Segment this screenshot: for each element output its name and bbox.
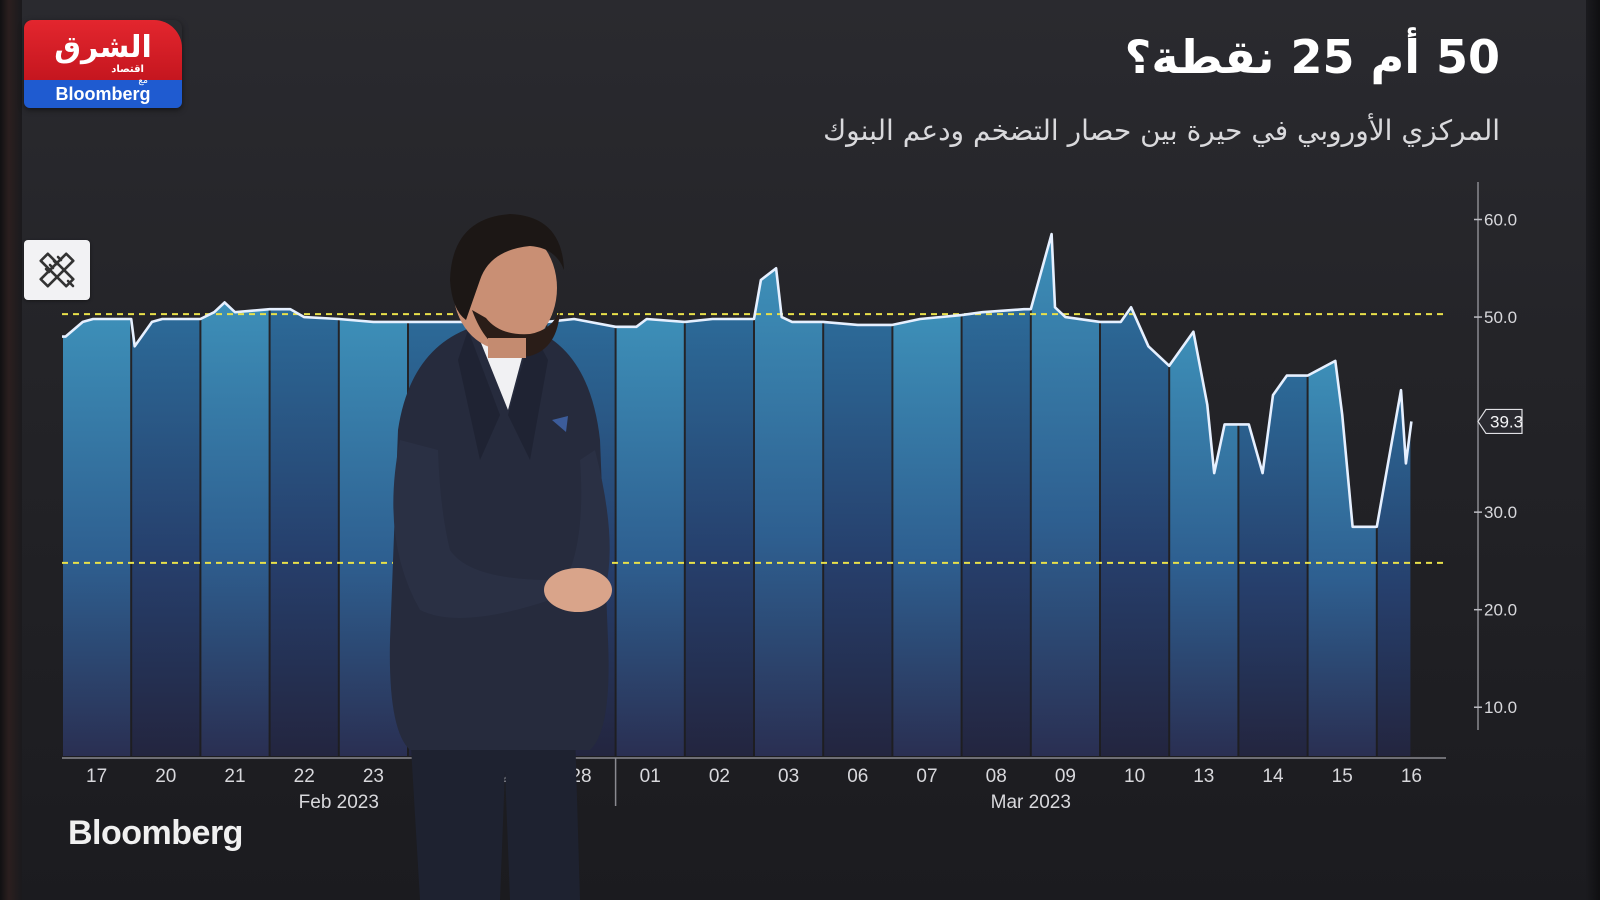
logo-arabic-sub: اقتصاد	[111, 64, 144, 75]
logo-partner: Bloomberg	[55, 84, 151, 104]
x-tick-label-23: 23	[363, 766, 384, 787]
day-bar-15	[1308, 360, 1376, 756]
x-tick-label-03: 03	[778, 766, 799, 787]
x-axis-layer: 1720212223242728010203060708091013141516…	[62, 757, 1446, 813]
day-bar-09	[1031, 234, 1099, 756]
current-value-marker	[1477, 408, 1523, 435]
y-tick-label-60.0: 60.0	[1484, 211, 1517, 230]
y-axis-layer: 10.0 20.0 30.0 50.0 60.0 39.3	[1474, 182, 1523, 730]
bloomberg-footer-logo: Bloomberg	[68, 814, 243, 852]
day-bar-13	[1170, 331, 1238, 756]
day-bar-02	[685, 319, 753, 756]
day-bar-06	[824, 321, 892, 756]
day-bar-17	[63, 319, 131, 756]
logo-arabic-name: الشرق	[54, 30, 152, 65]
x-tick-label-16: 16	[1401, 766, 1422, 787]
screen-bezel-right	[1586, 0, 1600, 900]
day-bar-01	[616, 319, 684, 756]
x-tick-label-07: 07	[916, 766, 937, 787]
x-tick-label-21: 21	[224, 766, 245, 787]
day-bar-22	[270, 309, 338, 756]
pencil-ruler-icon[interactable]	[24, 240, 90, 300]
series-line	[62, 232, 1413, 529]
chart-subtitle: المركزي الأوروبي في حيرة بين حصار التضخم…	[823, 114, 1500, 147]
x-tick-label-15: 15	[1332, 766, 1353, 787]
day-bar-07	[893, 315, 961, 756]
x-tick-label-14: 14	[1262, 766, 1284, 787]
day-bar-14	[1239, 375, 1307, 756]
bars-layer	[63, 234, 1411, 756]
chart-title: 50 أم 25 نقطة؟	[1124, 30, 1500, 84]
pencil-ruler-glyph	[39, 252, 75, 288]
x-tick-label-09: 09	[1055, 766, 1076, 787]
series-line-layer	[62, 232, 1413, 529]
x-tick-label-17: 17	[86, 766, 107, 787]
alsharq-bloomberg-logo: الشرق اقتصاد مع Bloomberg	[24, 20, 182, 108]
logo-blue-panel	[24, 80, 182, 108]
day-bar-10	[1101, 307, 1169, 756]
month-label-2: Mar 2023	[991, 792, 1071, 813]
day-bar-03	[755, 268, 823, 756]
y-tick-label-50.0: 50.0	[1484, 308, 1517, 327]
x-tick-label-02: 02	[709, 766, 730, 787]
x-tick-label-20: 20	[155, 766, 176, 787]
day-bar-21	[201, 302, 269, 756]
presenter-figure	[389, 214, 612, 900]
reference-lines-layer	[62, 313, 1446, 564]
x-tick-label-06: 06	[847, 766, 868, 787]
logo-red-panel	[24, 20, 182, 80]
y-tick-label-10.0: 10.0	[1484, 698, 1517, 717]
y-tick-label-30.0: 30.0	[1484, 503, 1517, 522]
day-bar-20	[132, 319, 200, 756]
current-value-label: 39.3	[1490, 412, 1523, 431]
x-tick-label-08: 08	[986, 766, 1007, 787]
x-tick-label-22: 22	[294, 766, 315, 787]
y-tick-label-20.0: 20.0	[1484, 601, 1517, 620]
screen-bezel-left	[0, 0, 22, 900]
month-label-1: Feb 2023	[299, 792, 379, 813]
x-tick-label-10: 10	[1124, 766, 1145, 787]
logo-with-label: مع	[138, 76, 148, 86]
day-bar-08	[962, 309, 1030, 756]
x-tick-label-01: 01	[640, 766, 661, 787]
x-tick-label-13: 13	[1193, 766, 1214, 787]
